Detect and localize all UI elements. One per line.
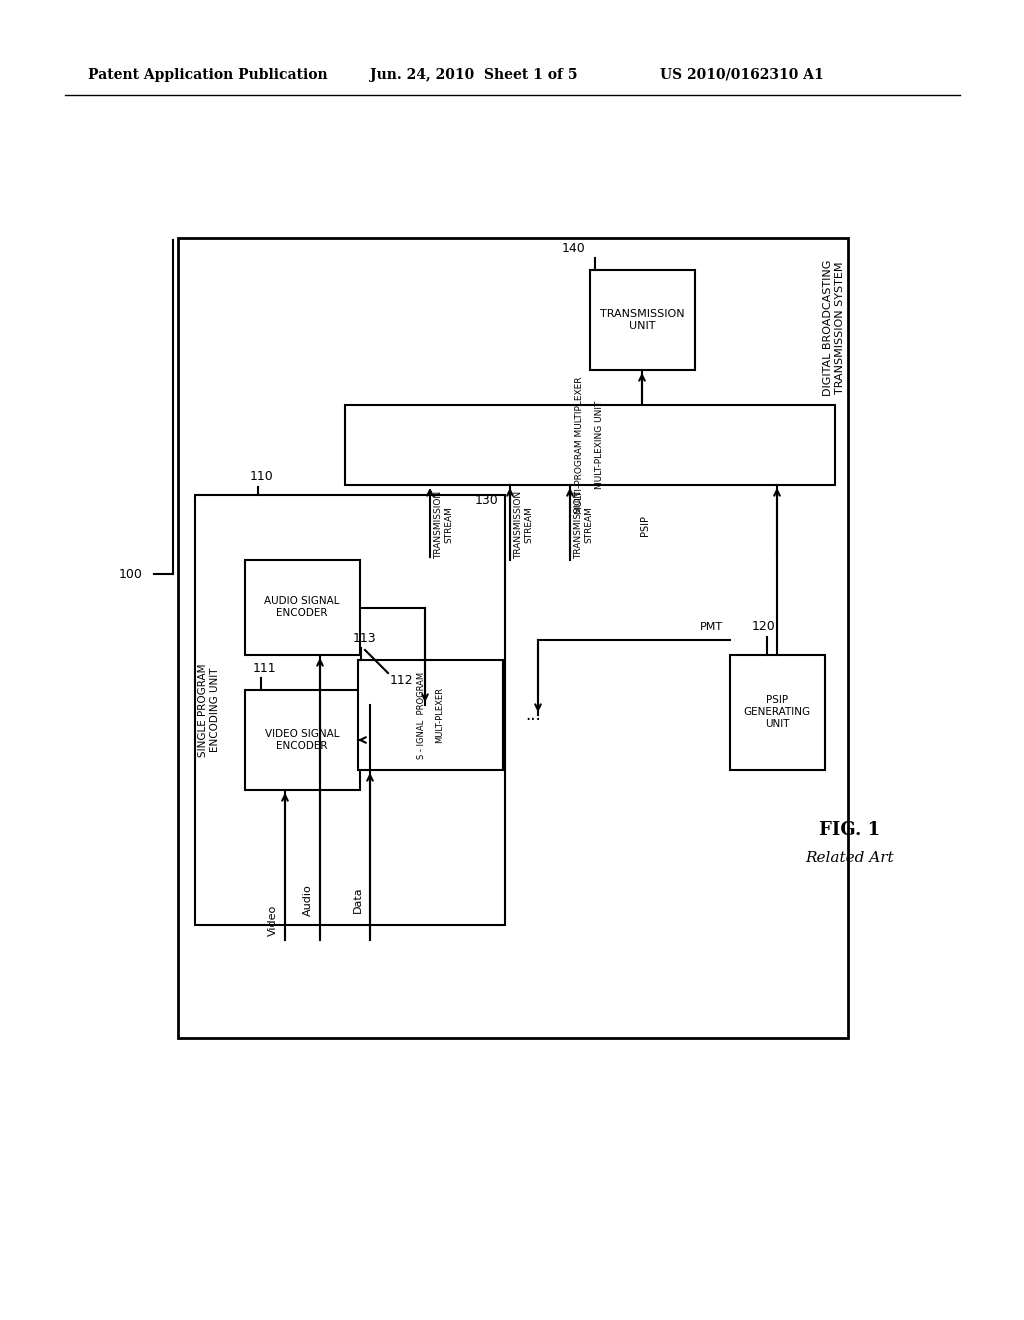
Bar <box>590 271 695 370</box>
Text: FIG. 1: FIG. 1 <box>819 821 881 840</box>
Text: Video: Video <box>268 904 278 936</box>
Text: 120: 120 <box>752 620 776 634</box>
Text: 111: 111 <box>253 661 276 675</box>
Text: 100: 100 <box>119 568 143 581</box>
Text: MULTI-PROGRAM MULTIPLEXER: MULTI-PROGRAM MULTIPLEXER <box>575 376 585 513</box>
Text: ...: ... <box>525 706 541 723</box>
Text: Patent Application Publication: Patent Application Publication <box>88 69 328 82</box>
Bar <box>358 660 503 770</box>
Text: Data: Data <box>353 887 362 913</box>
Bar <box>195 495 505 925</box>
Text: TRANSMISSION
UNIT: TRANSMISSION UNIT <box>600 309 684 331</box>
Text: US 2010/0162310 A1: US 2010/0162310 A1 <box>660 69 823 82</box>
Text: AUDIO SIGNAL
ENCODER: AUDIO SIGNAL ENCODER <box>264 597 340 618</box>
Text: Related Art: Related Art <box>806 851 894 865</box>
Text: S - IGNAL  PROGRAM: S - IGNAL PROGRAM <box>418 672 427 759</box>
Bar <box>178 238 848 1038</box>
Text: PSIP
GENERATING
UNIT: PSIP GENERATING UNIT <box>743 696 811 729</box>
Text: MULT-PLEXING UNIT: MULT-PLEXING UNIT <box>596 401 604 490</box>
Text: VIDEO SIGNAL
ENCODER: VIDEO SIGNAL ENCODER <box>265 729 339 751</box>
Text: 130: 130 <box>475 494 499 507</box>
Bar <box>245 690 360 789</box>
Bar <box>245 560 360 655</box>
Text: 112: 112 <box>390 673 414 686</box>
Text: TRANSMISSION
STREAM: TRANSMISSION STREAM <box>434 491 454 560</box>
Text: MULT-PLEXER: MULT-PLEXER <box>435 686 444 743</box>
Text: TRANSMISSION
STREAM: TRANSMISSION STREAM <box>514 491 534 560</box>
Bar <box>730 655 825 770</box>
Text: SINGLE PROGRAM
ENCODING UNIT: SINGLE PROGRAM ENCODING UNIT <box>199 663 220 756</box>
Text: DIGITAL BROADCASTING
TRANSMISSION SYSTEM: DIGITAL BROADCASTING TRANSMISSION SYSTEM <box>823 260 845 396</box>
Text: Audio: Audio <box>303 884 313 916</box>
Text: 110: 110 <box>250 470 273 483</box>
Text: 140: 140 <box>561 242 585 255</box>
Bar <box>345 405 835 484</box>
Text: TRANSMISSION
STREAM: TRANSMISSION STREAM <box>574 491 594 560</box>
Text: Jun. 24, 2010  Sheet 1 of 5: Jun. 24, 2010 Sheet 1 of 5 <box>370 69 578 82</box>
Text: PSIP: PSIP <box>640 515 650 536</box>
Text: 113: 113 <box>353 631 377 644</box>
Text: PMT: PMT <box>700 622 723 632</box>
